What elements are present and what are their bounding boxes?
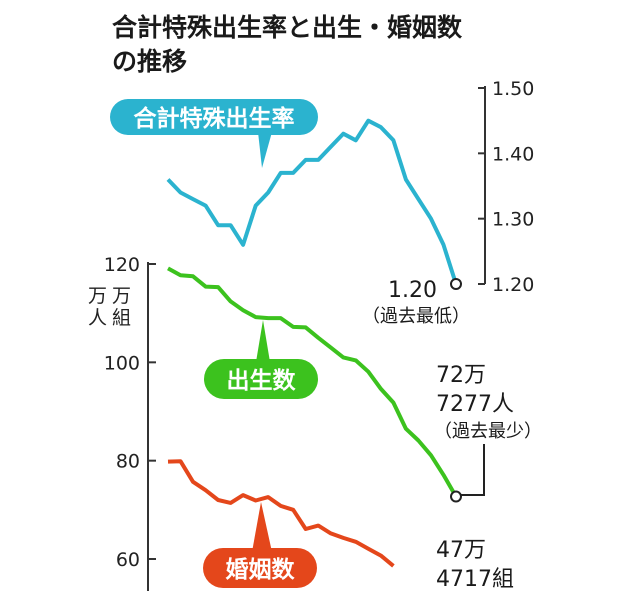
tfr-badge: 合計特殊出生率 xyxy=(110,99,318,168)
tfr-axis: 1.50 1.40 1.30 1.20 xyxy=(478,78,534,296)
marriages-badge-pointer xyxy=(252,502,272,552)
tfr-badge-pointer xyxy=(258,132,272,168)
births-endpoint-marker xyxy=(450,490,462,503)
count-axis: 120 100 80 60 万人 万組 xyxy=(88,254,156,591)
tfr-axis-tick-label: 1.40 xyxy=(492,143,534,165)
chart-title-line1: 合計特殊出生率と出生・婚姻数 xyxy=(112,13,463,42)
marriages-badge: 婚姻数 xyxy=(203,502,317,588)
births-annotation-leader xyxy=(460,444,485,496)
tfr-axis-tick-label: 1.30 xyxy=(492,209,534,231)
count-axis-tick-label: 80 xyxy=(116,451,140,473)
tfr-annotation-value: 1.20 xyxy=(388,278,437,303)
tfr-axis-tick-label: 1.20 xyxy=(492,274,534,296)
births-badge-pointer xyxy=(256,320,270,362)
tfr-endpoint-marker xyxy=(450,278,462,290)
births-badge-label: 出生数 xyxy=(227,368,297,394)
births-annotation-line2: 7277人 xyxy=(436,392,514,417)
count-axis-tick-label: 60 xyxy=(116,549,140,571)
births-annotation-line1: 72万 xyxy=(436,363,486,388)
marriages-series-line xyxy=(167,459,395,568)
marriages-badge-label: 婚姻数 xyxy=(226,556,296,583)
births-annotation-note: （過去最少） xyxy=(434,421,542,442)
tfr-annotation-note: （過去最低） xyxy=(362,306,470,327)
count-axis-tick-label: 100 xyxy=(104,352,140,374)
tfr-series-line xyxy=(166,118,458,285)
marriages-annotation-line2: 4717組 xyxy=(436,567,514,591)
tfr-badge-box xyxy=(110,99,318,135)
marriages-annotation-line1: 47万 xyxy=(436,538,486,563)
births-badge-box xyxy=(204,359,318,399)
count-axis-tick-label: 120 xyxy=(104,254,140,276)
marriages-badge-box xyxy=(203,548,317,588)
births-badge: 出生数 xyxy=(204,320,318,399)
births-series-line xyxy=(167,266,458,498)
tfr-axis-tick-label: 1.50 xyxy=(492,78,534,100)
count-unit-births-label: 万人 xyxy=(88,285,107,329)
tfr-badge-label: 合計特殊出生率 xyxy=(134,105,295,132)
chart-title-line2: の推移 xyxy=(112,47,187,76)
count-unit-marriages-label: 万組 xyxy=(112,285,131,329)
